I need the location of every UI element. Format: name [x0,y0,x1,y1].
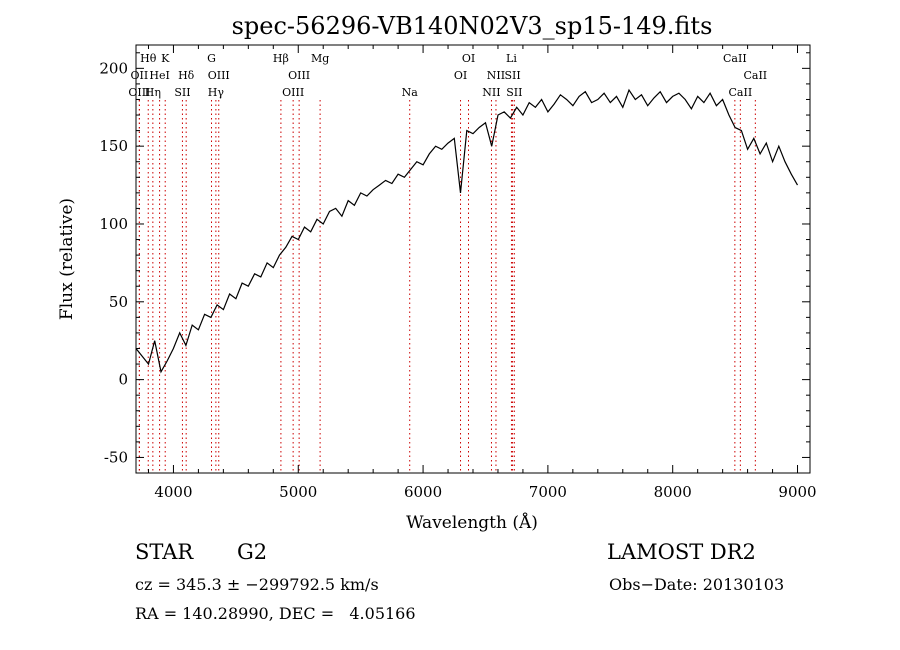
spectral-line-label: Hη [145,86,161,99]
spectral-line-label: OII [131,69,149,82]
spectral-line-label: OI [454,69,467,82]
spectral-line-label: Li [506,52,517,65]
observation-date: Obs−Date: 20130103 [609,575,785,594]
x-tick-label: 8000 [654,483,692,501]
y-tick-label: 200 [99,59,128,77]
y-tick-label: 50 [109,293,128,311]
spectral-line-label: OIII [282,86,304,99]
spectral-line-label: OIII [128,86,150,99]
y-tick-label: 150 [99,137,128,155]
survey-name: LAMOST DR2 [607,540,756,564]
chart-title: spec-56296-VB140N02V3_sp15-149.fits [232,12,713,40]
spectral-line-label: Hβ [273,52,289,65]
y-tick-label: 100 [99,215,128,233]
redshift-readout: cz = 345.3 ± −299792.5 km/s [135,575,379,594]
spectral-line-labels: HθOIIOIIIHeIHηKHδSIIGOIIIHγHβOIIIOIIIMgN… [128,52,767,99]
spectral-line-label: NII [482,86,500,99]
coordinates-readout: RA = 140.28990, DEC = 4.05166 [135,604,416,623]
x-tick-label: 5000 [279,483,317,501]
y-tick-label: 0 [118,371,128,389]
spectral-line-label: CaII [729,86,753,99]
spectral-line-label: CaII [723,52,747,65]
spectral-line-label: G [207,52,216,65]
spectral-line-label: SII [504,69,520,82]
x-tick-label: 6000 [404,483,442,501]
spectral-line-label: Hθ [140,52,157,65]
y-axis-label: Flux (relative) [57,198,77,320]
spectral-line-markers [138,100,756,473]
object-subclass: G2 [237,540,268,564]
spectral-line-label: CaII [743,69,767,82]
x-axis-ticks: 4000 5000 6000 7000 8000 9000 [147,45,817,501]
spectral-line-label: Mg [311,52,329,65]
spectral-line-label: HeI [149,69,169,82]
spectral-line-label: OIII [208,69,230,82]
spectral-line-label: SII [174,86,190,99]
spectral-line-label: OI [462,52,475,65]
y-tick-label: -50 [104,448,128,466]
spectral-line-label: Hδ [178,69,195,82]
y-axis-ticks: -50 0 50 100 150 200 [99,52,810,466]
spectral-line-label: NII [487,69,505,82]
spectral-line-label: K [161,52,170,65]
spectral-line-label: OIII [288,69,310,82]
x-tick-label: 4000 [154,483,192,501]
x-tick-label: 9000 [778,483,816,501]
spectral-line-label: Hγ [208,86,225,99]
object-class: STAR [135,540,194,564]
x-axis-label: Wavelength (Å) [406,512,538,533]
spectral-line-label: SII [506,86,522,99]
x-tick-label: 7000 [529,483,567,501]
spectrum-line [135,88,799,374]
plot-frame [135,44,811,474]
spectral-line-label: Na [402,86,419,99]
